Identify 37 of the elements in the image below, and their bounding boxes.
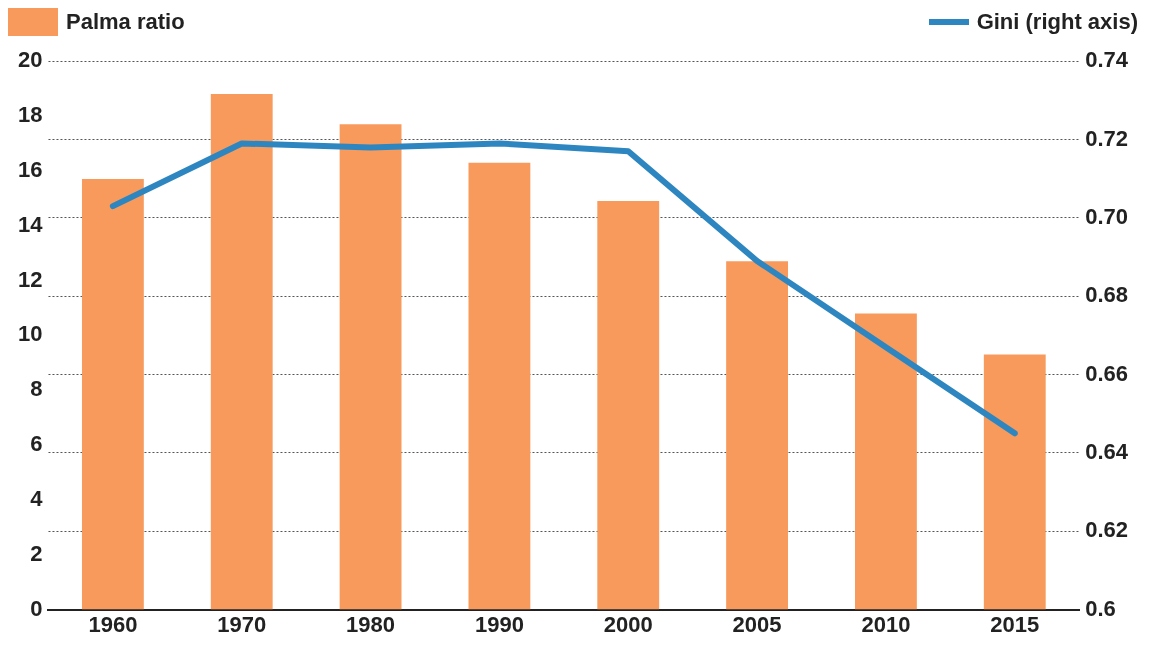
y2-tick-label: 0.64 [1085, 438, 1129, 464]
y-tick-label: 4 [30, 485, 44, 511]
y2-tick-label: 0.6 [1085, 595, 1116, 621]
bar [81, 179, 144, 610]
y-tick-label: 8 [30, 376, 43, 402]
x-tick-label: 1960 [88, 611, 138, 637]
x-tick-label: 2015 [990, 611, 1040, 637]
x-tick-label: 1990 [474, 611, 524, 637]
y-tick-label: 6 [30, 431, 43, 457]
y2-tick-label: 0.62 [1085, 517, 1129, 543]
x-tick-label: 2005 [732, 611, 782, 637]
y2-tick-label: 0.72 [1085, 125, 1129, 151]
y2-tick-label: 0.74 [1085, 47, 1129, 73]
x-tick-label: 1980 [346, 611, 396, 637]
y-tick-label: 12 [17, 266, 43, 292]
y-tick-label: 10 [17, 321, 43, 347]
y2-tick-label: 0.68 [1085, 282, 1129, 308]
bar [983, 354, 1046, 610]
y-tick-label: 18 [17, 102, 43, 128]
x-tick-label: 1970 [217, 611, 267, 637]
y2-tick-label: 0.66 [1085, 360, 1129, 386]
y-tick-label: 2 [30, 540, 43, 566]
bar [468, 162, 531, 610]
y2-tick-label: 0.70 [1085, 203, 1129, 229]
legend-label: Gini (right axis) [976, 9, 1138, 35]
y-tick-label: 20 [17, 47, 43, 73]
x-tick-label: 2010 [861, 611, 911, 637]
bar [726, 261, 789, 610]
x-tick-label: 2000 [603, 611, 653, 637]
bar [210, 94, 273, 610]
y-tick-label: 0 [30, 595, 43, 621]
bar [339, 124, 402, 610]
bar [855, 313, 917, 610]
y-tick-label: 16 [17, 156, 43, 182]
legend-label: Palma ratio [66, 9, 185, 35]
bar [597, 201, 660, 610]
y-tick-label: 14 [17, 211, 44, 237]
